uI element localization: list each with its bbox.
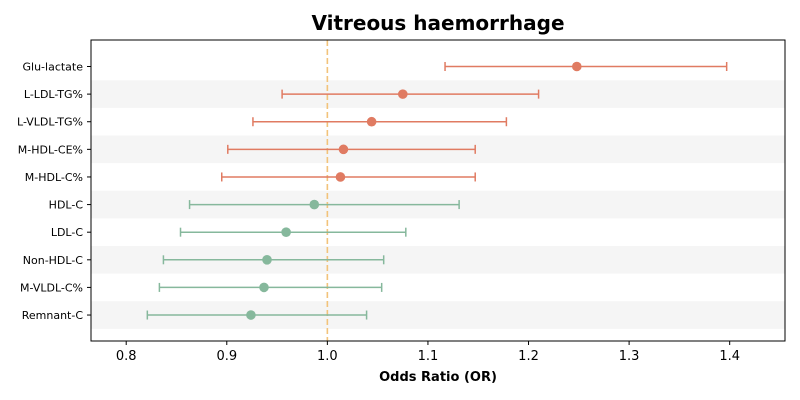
y-tick-label: Glu-lactate: [23, 61, 84, 74]
or-point: [309, 199, 320, 210]
x-tick-label: 1.4: [719, 349, 740, 364]
or-point: [397, 89, 408, 99]
x-tick-label: 1.1: [418, 349, 439, 364]
x-tick-label: 1.3: [619, 349, 640, 364]
or-point: [338, 144, 349, 155]
forest-row: [179, 227, 407, 237]
or-point: [259, 282, 269, 293]
forest-row: [162, 255, 385, 265]
forest-row: [158, 282, 383, 293]
x-axis-label: Odds Ratio (OR): [379, 370, 497, 385]
chart-title: Vitreous haemorrhage: [311, 11, 564, 35]
or-point: [262, 255, 272, 265]
or-point: [335, 172, 346, 182]
forest-row: [227, 144, 476, 155]
y-tick-label: Non-HDL-C: [23, 254, 84, 267]
or-point: [572, 61, 582, 72]
forest-row: [444, 61, 728, 72]
x-tick-label: 1.0: [317, 349, 338, 364]
forest-row: [221, 172, 476, 182]
plot-frame: [90, 39, 786, 342]
y-tick-label: HDL-C: [49, 199, 84, 212]
y-tick-label: L-VLDL-TG%: [17, 116, 83, 129]
x-tick-label: 0.8: [116, 349, 137, 364]
forest-row: [252, 116, 508, 127]
x-tick-label: 0.9: [216, 349, 237, 364]
y-tick-label: M-HDL-CE%: [18, 143, 83, 156]
x-tick-label: 1.2: [518, 349, 539, 364]
forest-row: [188, 199, 460, 210]
y-tick-label: L-LDL-TG%: [24, 88, 83, 101]
y-tick-label: M-VLDL-C%: [20, 281, 83, 294]
forest-row: [281, 89, 540, 99]
or-point: [281, 227, 291, 237]
forest-rows: [146, 61, 728, 320]
x-axis: 0.8 0.9 1.0 1.1 1.2 1.3 1.4: [116, 341, 740, 364]
y-tick-label: LDL-C: [51, 226, 84, 239]
y-tick-label: Remnant-C: [22, 309, 84, 322]
or-point: [246, 310, 256, 320]
y-axis: Glu-lactate L-LDL-TG% L-VLDL-TG% M-HDL-CE% M…: [17, 61, 91, 322]
y-tick-label: M-HDL-C%: [25, 171, 83, 184]
forest-row: [146, 310, 368, 320]
or-point: [366, 116, 377, 127]
